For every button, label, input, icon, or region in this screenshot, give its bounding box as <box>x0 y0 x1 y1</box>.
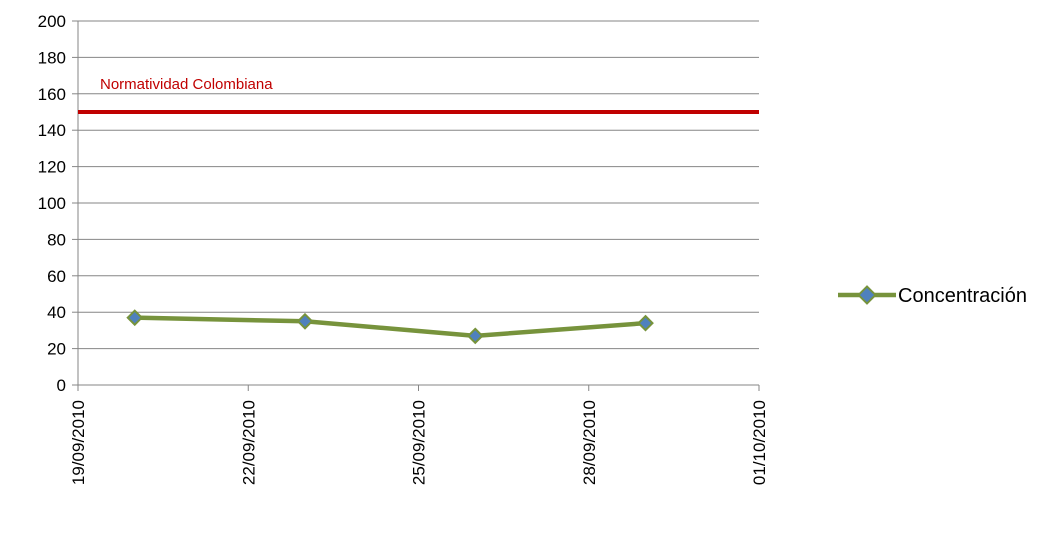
y-tick-label: 0 <box>57 376 66 395</box>
gridlines <box>72 20 759 386</box>
y-tick-label: 60 <box>47 267 66 286</box>
legend-label: Concentración <box>898 285 1027 307</box>
series-group <box>126 309 654 345</box>
reference-line-group: Normatividad Colombiana <box>78 76 759 114</box>
axes <box>77 21 760 391</box>
x-tick-label: 28/09/2010 <box>580 400 599 485</box>
y-tick-label: 100 <box>38 194 66 213</box>
y-tick-label: 80 <box>47 230 66 249</box>
data-point <box>466 327 484 345</box>
y-tick-labels: 0 20 40 60 80 100 120 140 160 180 200 <box>38 12 66 395</box>
legend-marker-swatch <box>857 285 877 305</box>
series-line <box>134 315 646 339</box>
data-point <box>296 312 314 330</box>
y-tick-label: 120 <box>38 158 66 177</box>
x-tick-label: 19/09/2010 <box>69 400 88 485</box>
x-tick-label: 25/09/2010 <box>410 400 429 485</box>
data-point <box>637 314 654 332</box>
y-tick-label: 200 <box>38 12 66 31</box>
y-tick-label: 180 <box>38 48 66 67</box>
y-tick-label: 160 <box>38 85 66 104</box>
y-tick-label: 40 <box>47 303 66 322</box>
x-tick-label: 22/09/2010 <box>239 400 258 485</box>
data-point <box>126 309 144 327</box>
x-tick-labels: 19/09/2010 22/09/2010 25/09/2010 28/09/2010… <box>69 400 769 485</box>
reference-line-label: Normatividad Colombiana <box>100 76 273 93</box>
x-tick-label: 01/10/2010 <box>750 400 769 485</box>
y-tick-label: 20 <box>47 340 66 359</box>
legend: Concentración <box>838 285 1027 307</box>
y-tick-label: 140 <box>38 121 66 140</box>
